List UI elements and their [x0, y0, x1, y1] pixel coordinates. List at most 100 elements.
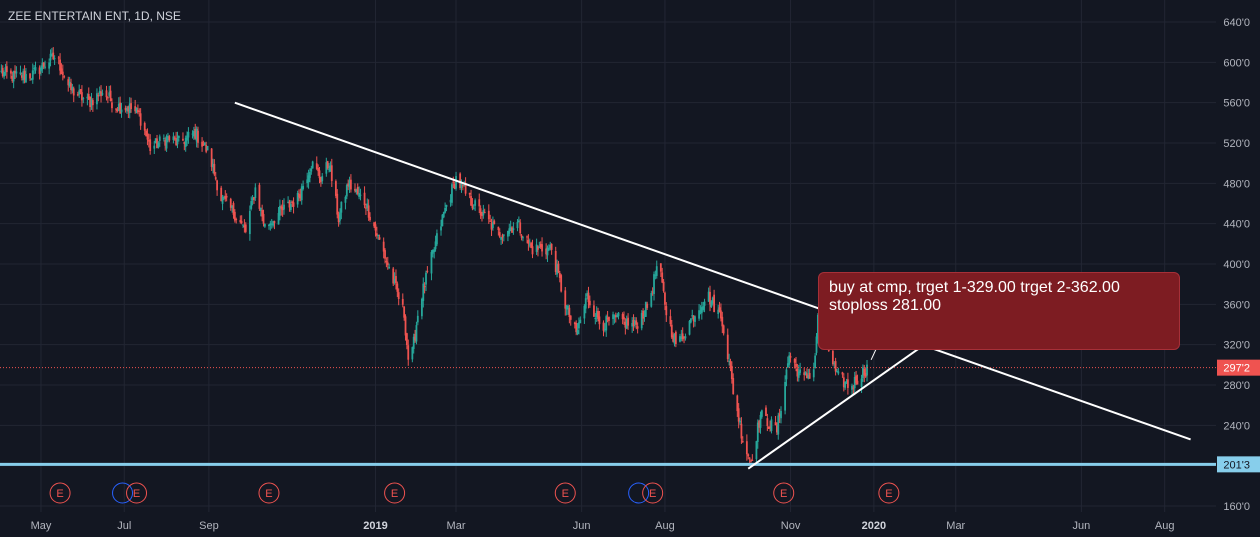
candle-body: [635, 320, 638, 325]
candle-body: [664, 292, 666, 305]
candle-body: [38, 67, 41, 74]
candle-body: [319, 177, 322, 183]
candle-body: [541, 244, 543, 252]
candle-body: [287, 201, 289, 203]
candle-body: [760, 410, 763, 417]
candle-body: [721, 316, 724, 327]
price-axis[interactable]: 160'0200'0240'0280'0320'0360'0400'0440'0…: [1217, 17, 1260, 513]
earnings-marker-icon[interactable]: [126, 482, 148, 504]
candle-body: [516, 221, 519, 229]
candle-body: [455, 176, 457, 189]
candle-body: [421, 298, 423, 317]
earnings-marker-icon[interactable]: [878, 482, 900, 504]
candle-body: [337, 214, 340, 223]
candle-body: [395, 276, 397, 284]
candle-body: [165, 135, 168, 149]
candle-body: [29, 73, 31, 79]
candle-body: [847, 379, 849, 388]
candle-body: [732, 378, 735, 395]
candle-body: [41, 62, 44, 70]
candle-body: [81, 92, 83, 101]
candle-body: [526, 236, 528, 238]
candle-body: [831, 350, 834, 365]
earnings-marker-icon[interactable]: [773, 482, 795, 504]
candle-body: [248, 210, 251, 235]
candle-body: [776, 425, 778, 433]
time-tick-label: Aug: [1155, 520, 1175, 532]
dividend-marker-icon[interactable]: [112, 482, 134, 504]
candle-body: [434, 241, 437, 250]
candle-body: [154, 138, 157, 144]
candle-body: [251, 198, 254, 201]
candle-body: [231, 205, 234, 208]
earnings-marker-icon[interactable]: [384, 482, 406, 504]
candle-body: [61, 71, 64, 75]
candle-body: [766, 418, 769, 426]
candle-body: [765, 407, 767, 416]
callout-line-1: buy at cmp, trget 1-329.00 trget 2-362.0…: [829, 279, 1120, 296]
candle-body: [758, 420, 761, 428]
earnings-marker-icon[interactable]: [554, 482, 576, 504]
candle-body: [472, 208, 475, 210]
candle-body: [363, 192, 366, 206]
candle-body: [224, 196, 227, 199]
earnings-marker-icon[interactable]: [258, 482, 280, 504]
candle-body: [631, 322, 634, 327]
candle-body: [67, 79, 70, 86]
candle-body: [149, 139, 152, 151]
callout-note[interactable]: buy at cmp, trget 1-329.00 trget 2-362.0…: [818, 272, 1180, 350]
candle-body: [598, 316, 601, 325]
earnings-marker-icon[interactable]: [49, 482, 71, 504]
earnings-marker-label: E: [649, 488, 656, 500]
candle-body: [326, 161, 329, 169]
candle-body: [12, 70, 15, 82]
candle-body: [751, 459, 754, 461]
candle-body: [405, 333, 408, 346]
candle-body: [651, 291, 654, 293]
candle-body: [288, 201, 291, 208]
candle-body: [788, 355, 791, 365]
candle-body: [117, 103, 120, 111]
candle-body: [699, 310, 702, 312]
candle-body: [431, 249, 434, 254]
candle-body: [478, 199, 481, 207]
candle-body: [378, 237, 381, 240]
candle-body: [184, 137, 187, 147]
candle-body: [233, 211, 236, 221]
candle-body: [814, 355, 817, 369]
candle-body: [253, 197, 255, 200]
candle-body: [70, 83, 72, 91]
candle-body: [459, 173, 462, 189]
candle-body: [11, 75, 14, 82]
candle-body: [793, 358, 796, 363]
candle-body: [82, 98, 85, 100]
trendline-resistance[interactable]: [234, 101, 1191, 441]
time-tick-label: 2019: [363, 520, 387, 532]
candle-body: [309, 172, 311, 178]
candle-body: [653, 274, 655, 294]
candle-body: [214, 177, 217, 180]
dividend-marker-icon[interactable]: [628, 482, 650, 504]
candle-body: [784, 381, 786, 411]
time-axis[interactable]: May Jul Sep 2019 Mar Jun Aug Nov 2020 Mar Jun Aug: [31, 520, 1175, 532]
earnings-marker-label: E: [391, 488, 398, 500]
candle-body: [401, 298, 404, 305]
candle-body: [100, 91, 102, 97]
candle-body: [440, 226, 442, 231]
candle-body: [569, 315, 572, 320]
candle-body: [156, 138, 158, 149]
candle-body: [584, 298, 587, 309]
candle-body: [172, 136, 175, 140]
candle-body: [797, 371, 800, 378]
candle-body: [560, 275, 563, 292]
candle-body: [492, 222, 494, 228]
candle-body: [183, 141, 186, 145]
candle-body: [646, 303, 649, 308]
earnings-marker-icon[interactable]: [642, 482, 664, 504]
candle-body: [52, 52, 55, 60]
candle-body: [280, 206, 283, 209]
time-tick-label: Aug: [655, 520, 675, 532]
candle-body: [520, 235, 523, 238]
